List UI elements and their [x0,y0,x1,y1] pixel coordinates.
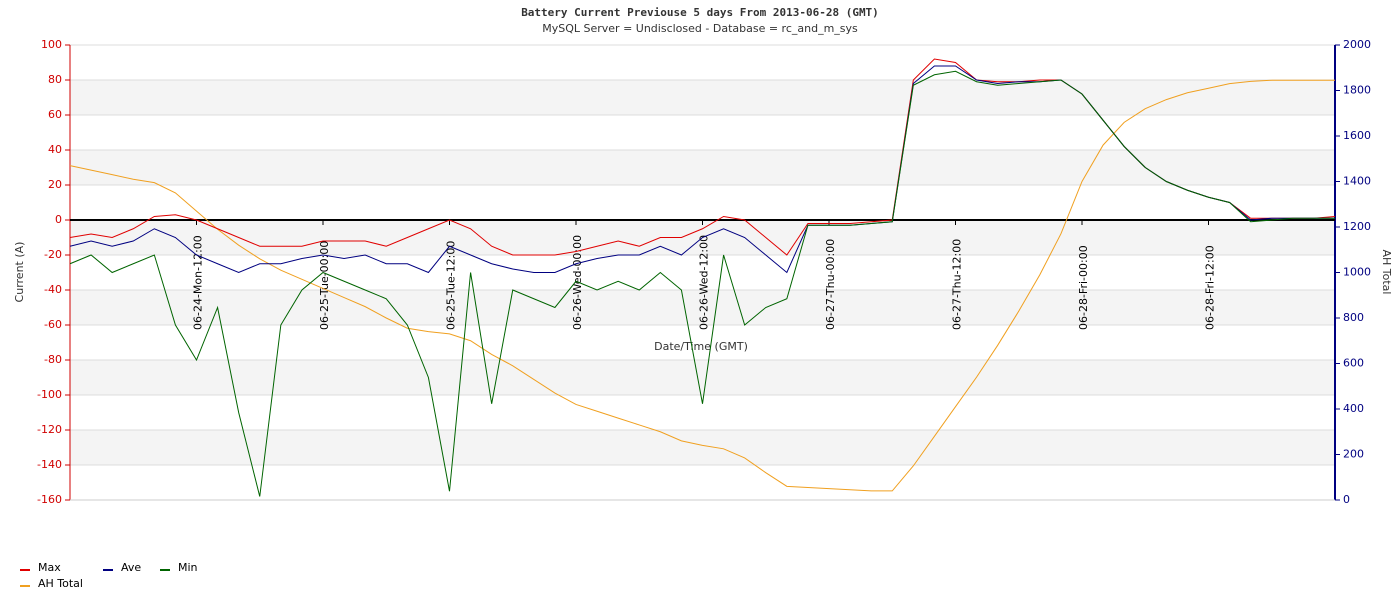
y-tick-label: 60 [48,108,62,121]
x-tick-label: 06-27-Thu-12:00 [951,239,964,330]
x-tick-label: 06-24-Mon-12:00 [192,235,205,330]
y-tick-label: -20 [44,248,62,261]
x-tick-label: 06-25-Tue-12:00 [445,241,458,330]
y-tick-label: 20 [48,178,62,191]
y-tick-label: 40 [48,143,62,156]
y2-tick-label: 600 [1343,357,1364,370]
chart-subtitle: MySQL Server = Undisclosed - Database = … [542,22,858,35]
y-tick-label: -40 [44,283,62,296]
y2-tick-label: 1400 [1343,175,1371,188]
y-tick-label: 100 [41,38,62,51]
y-tick-label: 80 [48,73,62,86]
x-tick-label: 06-26-Wed-00:00 [571,235,584,330]
y-tick-label: -60 [44,318,62,331]
legend-label: AH Total [38,577,83,590]
y-tick-label: -80 [44,353,62,366]
x-axis-label: Date/Time (GMT) [654,340,748,353]
grid-band [70,150,1335,185]
y2-tick-label: 800 [1343,311,1364,324]
y-tick-label: -160 [37,493,62,506]
x-tick-label: 06-28-Fri-00:00 [1077,245,1090,330]
y-tick-label: -120 [37,423,62,436]
legend-label: Min [178,561,198,574]
y-tick-label: -140 [37,458,62,471]
x-tick-label: 06-27-Thu-00:00 [824,239,837,330]
y2-tick-label: 1600 [1343,129,1371,142]
y2-tick-label: 200 [1343,448,1364,461]
y-tick-label: -100 [37,388,62,401]
y2-tick-label: 1800 [1343,84,1371,97]
grid-band [70,360,1335,395]
chart-title: Battery Current Previouse 5 days From 20… [521,6,879,19]
y-tick-label: 0 [55,213,62,226]
grid-band [70,430,1335,465]
series-line [69,70,1335,497]
y2-tick-label: 1000 [1343,266,1371,279]
legend-label: Max [38,561,61,574]
y2-axis-label: AH Total [1380,250,1393,295]
x-tick-label: 06-25-Tue-00:00 [318,241,331,330]
x-tick-label: 06-28-Fri-12:00 [1204,245,1217,330]
x-tick-label: 06-26-Wed-12:00 [698,235,711,330]
y2-tick-label: 0 [1343,493,1350,506]
grid-band [70,80,1335,115]
y-axis-label: Current (A) [13,242,26,303]
legend-label: Ave [121,561,141,574]
grid-band [70,290,1335,325]
series-line [69,79,1335,492]
y2-tick-label: 1200 [1343,220,1371,233]
y2-tick-label: 2000 [1343,38,1371,51]
y2-tick-label: 400 [1343,402,1364,415]
